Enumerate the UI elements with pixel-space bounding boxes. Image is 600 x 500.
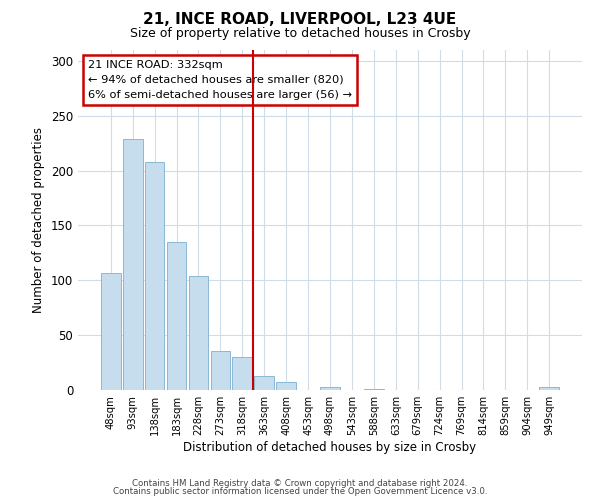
Text: Size of property relative to detached houses in Crosby: Size of property relative to detached ho… [130,28,470,40]
Bar [123,139,143,390]
Text: 21, INCE ROAD, LIVERPOOL, L23 4UE: 21, INCE ROAD, LIVERPOOL, L23 4UE [143,12,457,28]
Bar [101,272,121,390]
Bar [188,276,208,390]
Bar [145,162,164,390]
Y-axis label: Number of detached properties: Number of detached properties [32,127,46,313]
Bar [232,357,252,390]
Text: Contains HM Land Registry data © Crown copyright and database right 2024.: Contains HM Land Registry data © Crown c… [132,478,468,488]
X-axis label: Distribution of detached houses by size in Crosby: Distribution of detached houses by size … [184,441,476,454]
Bar [276,382,296,390]
Text: Contains public sector information licensed under the Open Government Licence v3: Contains public sector information licen… [113,487,487,496]
Bar [211,350,230,390]
Bar [254,376,274,390]
Text: 21 INCE ROAD: 332sqm
← 94% of detached houses are smaller (820)
6% of semi-detac: 21 INCE ROAD: 332sqm ← 94% of detached h… [88,60,352,100]
Bar [539,386,559,390]
Bar [167,242,187,390]
Bar [364,389,384,390]
Bar [320,386,340,390]
